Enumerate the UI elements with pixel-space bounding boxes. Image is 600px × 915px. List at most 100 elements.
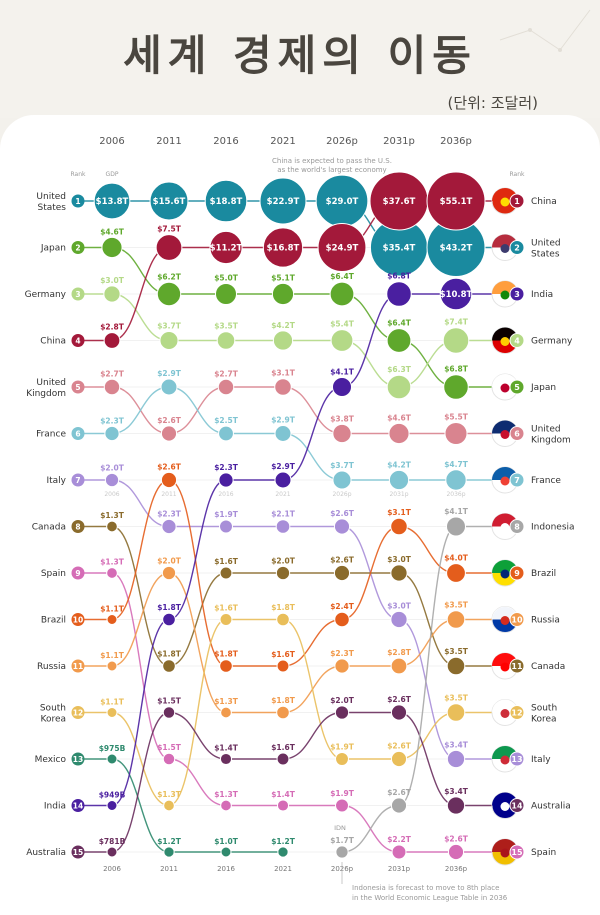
year-header: 2021: [270, 136, 295, 147]
value-label-france: $4.2T: [387, 460, 412, 469]
value-label-south-korea: $1.6T: [214, 604, 239, 613]
left-label-south-korea-2: Korea: [40, 715, 66, 725]
rank-badge-right: [509, 565, 525, 581]
rank-badge-left: [71, 473, 85, 487]
data-point-germany: [386, 374, 412, 400]
left-label-france: France: [36, 430, 66, 440]
left-label-japan: Japan: [40, 244, 66, 254]
data-point-canada: [275, 565, 291, 581]
value-label-japan: $6.2T: [157, 272, 182, 281]
year-header: 2036p: [440, 136, 472, 147]
value-label-south-korea: $1.8T: [271, 603, 296, 612]
value-label-indonesia: $4.1T: [444, 507, 469, 516]
rank-number-left: 9: [75, 569, 80, 578]
data-point-germany: [216, 331, 236, 350]
data-point-canada: [162, 659, 176, 673]
value-label-brazil: $2.4T: [330, 602, 355, 611]
data-point-india: [162, 612, 176, 627]
value-label-china: $37.6T: [383, 197, 416, 207]
value-label-australia: $2.6T: [387, 695, 412, 704]
value-label-canada: $2.0T: [271, 556, 296, 565]
left-label-india: India: [44, 802, 66, 812]
value-label-china: $55.1T: [440, 197, 473, 207]
rank-number-left: 6: [75, 430, 80, 439]
rank-badge-left: [71, 380, 85, 394]
value-label-canada: $2.6T: [330, 555, 355, 564]
data-point-france: [388, 469, 410, 491]
data-point-india: [218, 472, 234, 488]
flag-mark-china: [500, 197, 510, 207]
data-point-france: [445, 469, 467, 491]
value-label-canada: $1.8T: [157, 650, 182, 659]
rank-number-left: 12: [73, 709, 83, 718]
rank-number-right: 3: [514, 290, 520, 299]
data-point-canada: [333, 564, 351, 582]
value-label-france: $3.7T: [330, 461, 355, 470]
value-label-india: $2.9T: [271, 462, 296, 471]
rank-badge-left: [71, 194, 85, 208]
left-label-russia: Russia: [37, 662, 66, 672]
value-label-japan: $4.6T: [100, 227, 125, 236]
flag-mark-germany: [500, 337, 510, 346]
left-label-italy: Italy: [46, 476, 66, 486]
value-label-australia: $781B: [99, 837, 126, 846]
rank-number-left: 13: [73, 755, 83, 764]
value-label-france: $2.9T: [271, 415, 296, 424]
year-header: 2031p: [383, 136, 415, 147]
value-label-italy: $3.4T: [444, 740, 469, 749]
data-point-united-kingdom: [332, 423, 352, 444]
unit-label: (단위: 조달러): [447, 94, 538, 112]
data-point-south-korea: [390, 750, 408, 768]
data-point-india: [106, 800, 118, 811]
data-point-mexico: [106, 753, 118, 765]
year-footer: 2016: [217, 865, 235, 873]
value-label-mexico: $975B: [99, 744, 126, 753]
data-point-italy: [161, 518, 177, 535]
data-point-australia: [276, 752, 290, 766]
value-label-united-kingdom: $4.6T: [387, 413, 412, 422]
data-point-united-kingdom: [103, 378, 121, 396]
data-point-china: [317, 223, 367, 272]
year-footer: 2006: [103, 865, 121, 873]
rank-badge-right: [509, 286, 525, 302]
value-label-south-korea: $1.1T: [100, 698, 125, 707]
year-mark: 2026p: [332, 491, 351, 498]
value-label-spain: $1.3T: [214, 790, 239, 799]
value-label-indonesia: $1.7T: [330, 836, 355, 845]
data-point-russia: [390, 657, 408, 675]
right-label-indonesia: Indonesia: [531, 523, 575, 533]
data-point-united-kingdom: [274, 378, 292, 396]
data-point-brazil: [390, 517, 408, 536]
data-point-united-states: [259, 177, 307, 225]
rank-badge-right: [509, 472, 525, 488]
value-label-japan: $6.8T: [444, 365, 469, 374]
value-label-italy: $2.3T: [157, 509, 182, 518]
value-label-canada: $1.3T: [100, 511, 125, 520]
data-point-canada: [219, 566, 233, 580]
data-point-russia: [334, 658, 350, 674]
idn-label: IDN: [334, 824, 346, 832]
data-point-indonesia: [335, 845, 349, 859]
year-header: 2016: [213, 136, 238, 147]
rank-badge-left: [71, 659, 85, 673]
value-label-italy: $2.1T: [271, 510, 296, 519]
rank-number-right: 12: [511, 709, 522, 718]
value-label-spain: $2.6T: [444, 834, 469, 843]
value-label-brazil: $2.6T: [157, 462, 182, 471]
data-point-japan: [271, 282, 295, 306]
rank-badge-left: [71, 799, 85, 812]
left-label-australia: Australia: [26, 848, 66, 858]
data-point-china: [426, 171, 486, 231]
flag-mark-indonesia: [500, 523, 510, 532]
data-point-france: [160, 378, 178, 396]
right-label-south-korea: South: [531, 704, 557, 714]
value-label-china: $11.2T: [210, 244, 243, 254]
rank-number-right: 1: [514, 197, 520, 206]
value-label-china: $7.5T: [157, 225, 182, 234]
right-label-russia: Russia: [531, 616, 560, 626]
rank-badge-left: [71, 752, 85, 766]
rank-badge-right: [509, 798, 525, 813]
data-point-united-states: [93, 182, 131, 220]
data-point-japan: [214, 282, 238, 306]
